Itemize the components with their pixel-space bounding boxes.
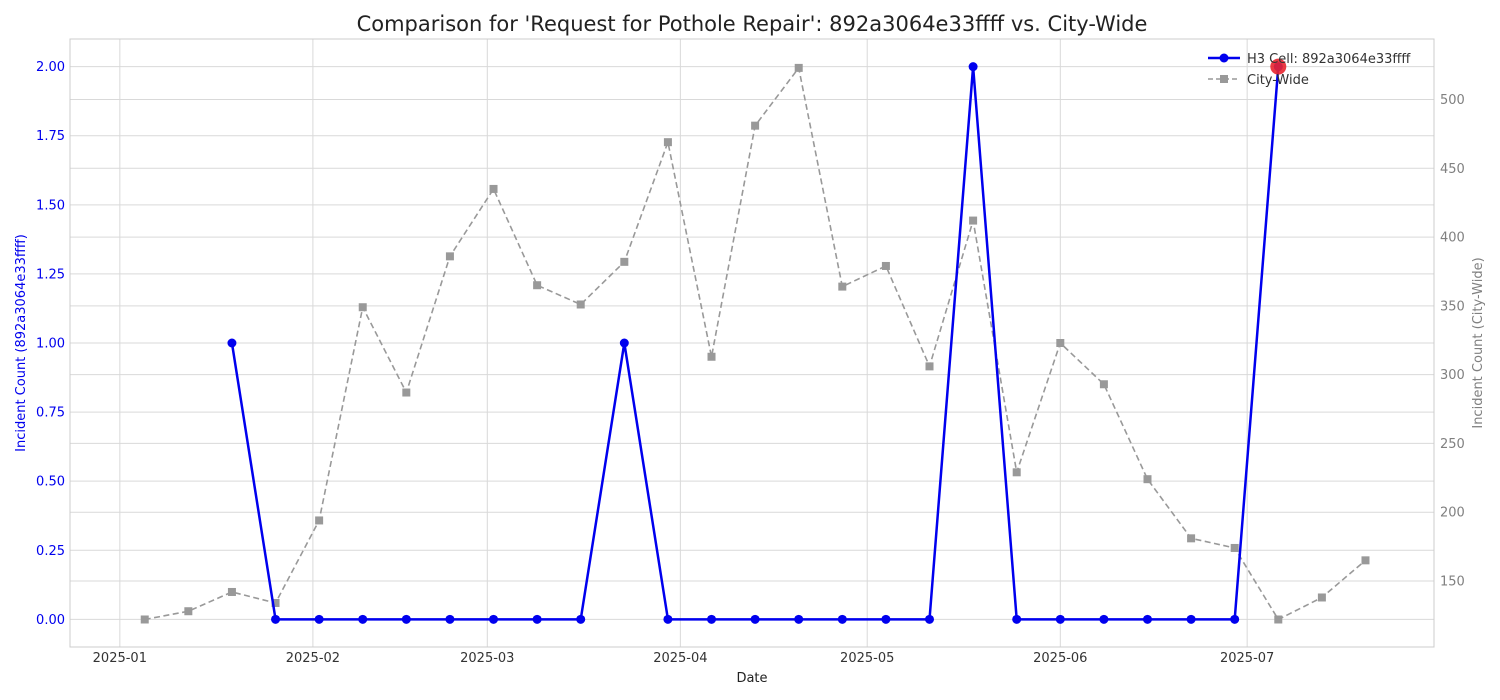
x-tick-label: 2025-05 [840,651,894,666]
h3-cell-point [401,614,411,624]
legend: H3 Cell: 892a3064e33ffff City-Wide [1208,52,1411,88]
city-wide-point [489,184,498,193]
y-left-tick-label: 0.75 [36,406,65,421]
y-right-tick-label: 150 [1440,574,1465,589]
x-tick-label: 2025-04 [653,651,707,666]
city-wide-point [663,138,672,147]
city-wide-point [358,303,367,312]
y-left-tick-label: 1.00 [36,337,65,352]
h3-cell-point [358,614,368,624]
y-left-tick-label: 0.50 [36,475,65,490]
city-wide-point [271,598,280,607]
h3-cell-point [1099,614,1109,624]
city-wide-point [1099,380,1108,389]
city-wide-point [576,300,585,309]
x-tick-label: 2025-02 [286,651,340,666]
h3-cell-point [489,614,499,624]
h3-cell-point [837,614,847,624]
tick-labels: 2025-01 2025-02 2025-03 2025-04 2025-05 2025-… [36,60,1465,666]
legend-city-label: City-Wide [1247,73,1309,88]
city-wide-point [1056,339,1065,347]
x-tick-label: 2025-01 [93,651,147,666]
city-wide-point [227,587,236,596]
city-wide-point [1317,593,1326,602]
h3-cell-point [314,614,324,624]
city-wide-point [1230,543,1239,552]
city-wide-point [1361,556,1370,565]
city-wide-point [184,607,193,616]
y-right-tick-label: 450 [1440,162,1465,177]
plot-frame [69,38,1435,648]
legend-city-marker [1220,75,1228,83]
h3-cell-point [794,614,804,624]
x-tick-label: 2025-06 [1033,651,1087,666]
city-wide-point [620,257,629,266]
y-right-tick-label: 350 [1440,299,1465,314]
y-axis-left-label: Incident Count (892a3064e33ffff) [14,234,29,452]
legend-cell-marker [1219,53,1229,63]
h3-cell-point [271,614,281,624]
h3-cell-point [532,614,542,624]
h3-cell-point [1230,614,1240,624]
legend-cell-label: H3 Cell: 892a3064e33ffff [1247,52,1411,67]
y-left-tick-label: 0.25 [36,544,65,559]
y-right-tick-label: 400 [1440,231,1465,246]
y-left-tick-label: 1.50 [36,198,65,213]
h3-cell-point [1012,614,1022,624]
city-wide-point [533,281,542,290]
h3-cell-point [445,614,455,624]
city-wide-point [838,282,847,291]
h3-cell-point [576,614,586,624]
city-wide-point [707,352,716,361]
grid [70,39,1434,647]
city-wide-series [140,63,1370,624]
city-wide-point [925,362,934,371]
y-left-tick-label: 1.25 [36,267,65,282]
y-right-tick-label: 200 [1440,506,1465,521]
h3-cell-point [619,338,629,348]
h3-cell-point [227,338,237,348]
h3-cell-point [1142,614,1152,624]
y-axis-right-label: Incident Count (City-Wide) [1471,257,1486,428]
h3-cell-point [707,614,717,624]
chart-title: Comparison for 'Request for Pothole Repa… [357,12,1148,36]
y-left-tick-label: 2.00 [36,60,65,75]
y-left-tick-label: 1.75 [36,129,65,144]
y-left-tick-label: 0.00 [36,613,65,628]
h3-cell-point [1186,614,1196,624]
city-wide-point [315,516,324,525]
y-right-tick-label: 300 [1440,368,1465,383]
y-right-tick-label: 250 [1440,437,1465,452]
city-wide-point [1187,534,1196,543]
city-wide-point [402,388,411,397]
city-wide-point [1012,468,1021,477]
city-wide-point [969,216,978,225]
city-wide-point [1274,615,1283,624]
x-axis-label: Date [736,671,767,686]
y-right-tick-label: 500 [1440,93,1465,108]
h3-cell-point [968,62,978,72]
h3-cell-point [1055,614,1065,624]
city-wide-point [751,121,760,130]
h3-cell-point [925,614,935,624]
city-wide-point [881,261,890,270]
city-wide-point [794,63,803,72]
x-tick-label: 2025-03 [460,651,514,666]
h3-cell-point [750,614,760,624]
h3-cell-series [227,58,1287,624]
city-wide-point [1143,475,1152,484]
highlight-point [1270,58,1287,75]
h3-cell-point [881,614,891,624]
city-wide-point [445,252,454,261]
x-tick-label: 2025-07 [1220,651,1274,666]
h3-cell-point [663,614,673,624]
city-wide-point [140,615,149,624]
